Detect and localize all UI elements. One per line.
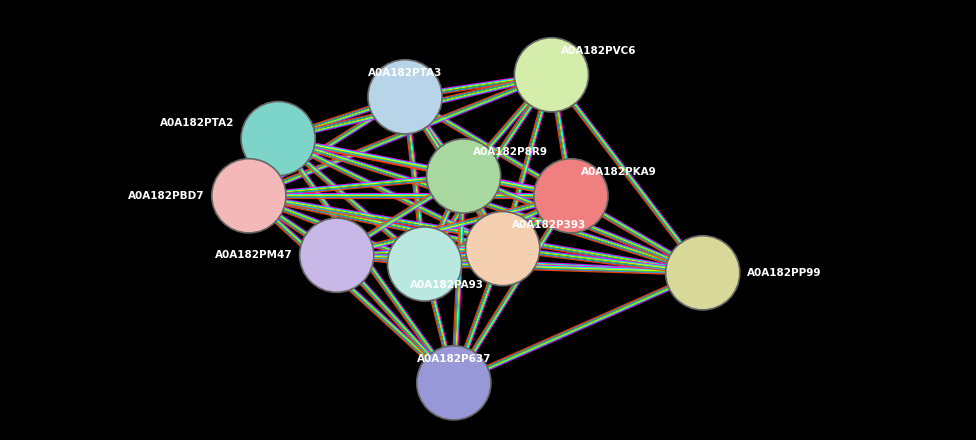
Ellipse shape <box>534 159 608 233</box>
Text: A0A182PKA9: A0A182PKA9 <box>581 167 657 177</box>
Ellipse shape <box>666 236 740 310</box>
Text: A0A182PM47: A0A182PM47 <box>215 250 293 260</box>
Ellipse shape <box>466 212 540 286</box>
Text: A0A182PA93: A0A182PA93 <box>410 280 484 290</box>
Ellipse shape <box>212 159 286 233</box>
Text: A0A182P393: A0A182P393 <box>512 220 587 230</box>
Ellipse shape <box>417 346 491 420</box>
Text: A0A182PBD7: A0A182PBD7 <box>128 191 205 201</box>
Ellipse shape <box>387 227 462 301</box>
Ellipse shape <box>241 102 315 176</box>
Ellipse shape <box>300 218 374 292</box>
Text: A0A182PP99: A0A182PP99 <box>747 268 821 278</box>
Ellipse shape <box>427 139 501 213</box>
Text: A0A182P637: A0A182P637 <box>417 354 491 364</box>
Ellipse shape <box>514 38 589 112</box>
Ellipse shape <box>368 60 442 134</box>
Text: A0A182PTA3: A0A182PTA3 <box>368 68 442 78</box>
Text: A0A182P8R9: A0A182P8R9 <box>473 147 549 157</box>
Text: A0A182PVC6: A0A182PVC6 <box>561 46 636 56</box>
Text: A0A182PTA2: A0A182PTA2 <box>160 118 234 128</box>
